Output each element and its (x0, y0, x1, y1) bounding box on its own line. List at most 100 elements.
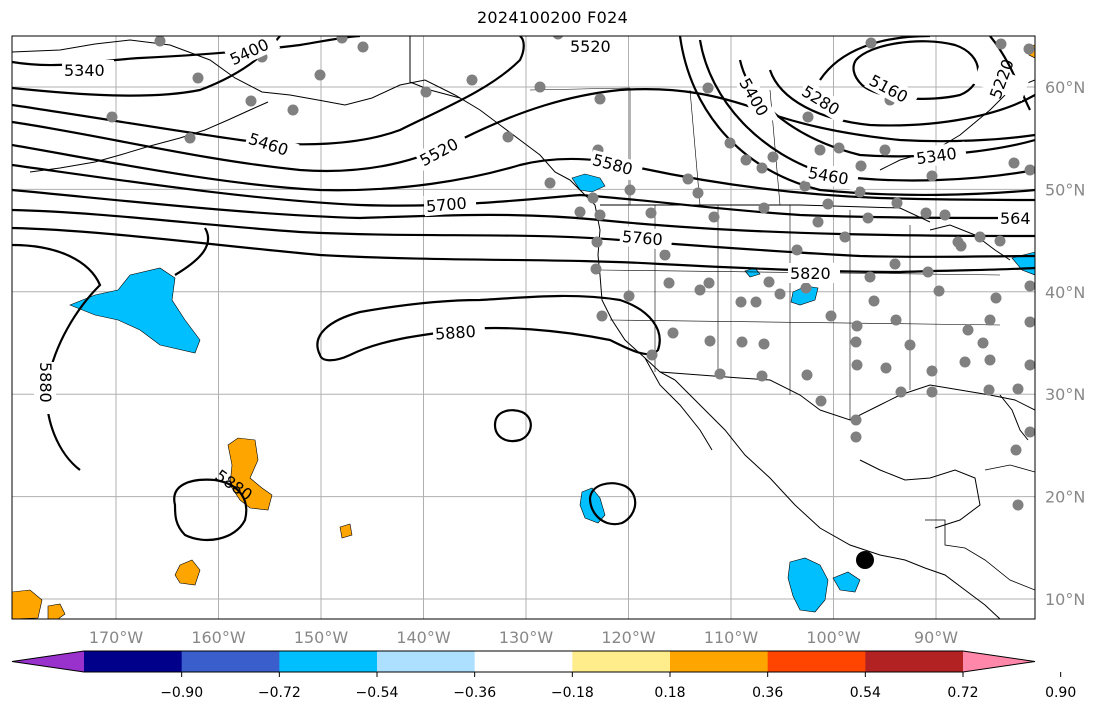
station-marker (851, 359, 863, 371)
contour-label: 564 (1000, 209, 1031, 228)
station-marker (692, 187, 704, 199)
station-marker (590, 263, 602, 275)
station-marker (646, 349, 658, 361)
shade-blue-pacific (69, 267, 201, 354)
colorbar-segment (865, 651, 964, 672)
station-marker (694, 284, 706, 296)
station-markers (106, 36, 1035, 511)
station-marker (974, 231, 986, 243)
station-marker (801, 369, 813, 381)
station-marker (645, 207, 657, 219)
station-marker (758, 338, 770, 350)
station-marker (767, 151, 779, 163)
colorbar-segment (572, 651, 671, 672)
station-marker (591, 236, 603, 248)
station-marker (850, 431, 862, 443)
station-marker (667, 327, 679, 339)
longitude-tick-label: 90°W (914, 628, 958, 647)
latitude-labels: 60°N 50°N 40°N 30°N 20°N 10°N (1045, 78, 1085, 609)
station-marker (724, 137, 736, 149)
station-marker (862, 212, 874, 224)
longitude-tick-label: 120°W (601, 628, 656, 647)
longitude-tick-label: 150°W (294, 628, 349, 647)
station-marker (703, 277, 715, 289)
longitude-tick-label: 170°W (89, 628, 144, 647)
colorbar: −0.90 −0.72 −0.54 −0.36 −0.18 0.18 0.36 0.54 0.7… (11, 650, 1076, 701)
station-marker (802, 111, 814, 123)
colorbar-tick-label: 0.18 (654, 685, 685, 701)
station-marker (1010, 444, 1022, 456)
station-marker (740, 154, 752, 166)
station-marker (544, 177, 556, 189)
contour-5280 (768, 69, 1035, 127)
station-marker (708, 211, 720, 223)
station-marker (314, 69, 326, 81)
station-marker (833, 142, 845, 154)
shade-blue-4 (832, 571, 861, 593)
contour-labels: 5340 5400 5460 5520 5520 5580 5700 5760 … (34, 36, 1035, 505)
station-marker (865, 37, 877, 49)
latitude-tick-label: 20°N (1045, 488, 1085, 507)
station-marker (1024, 164, 1035, 176)
station-marker (1023, 43, 1035, 55)
station-marker (192, 72, 204, 84)
contour-label: 5340 (64, 61, 105, 80)
state-line-7 (609, 319, 1001, 326)
station-marker (926, 365, 938, 377)
station-marker (814, 144, 826, 156)
station-marker (750, 296, 762, 308)
colorbar-segment (377, 651, 476, 672)
station-marker (1024, 280, 1035, 292)
station-marker (952, 236, 964, 248)
station-marker (933, 285, 945, 297)
station-marker (984, 354, 996, 366)
aleutian-chain (29, 101, 269, 173)
station-marker (864, 271, 876, 283)
station-marker (889, 258, 901, 270)
station-marker (587, 192, 599, 204)
station-marker (822, 198, 834, 210)
station-marker (623, 290, 635, 302)
station-marker (245, 95, 257, 107)
colorbar-segment (279, 651, 378, 672)
station-marker (983, 384, 995, 396)
contour-5880-closed-west (12, 227, 210, 471)
florida (999, 394, 1029, 441)
height-contours (12, 36, 1035, 542)
station-marker (962, 324, 974, 336)
longitude-tick-label: 140°W (396, 628, 451, 647)
contour-label: 5520 (570, 37, 611, 56)
colorbar-tick-label: 0.90 (1045, 685, 1076, 701)
contour-label: 5820 (790, 264, 831, 283)
contour-label: 5880 (36, 362, 55, 403)
station-marker (990, 292, 1002, 304)
station-marker (939, 209, 951, 221)
station-marker (890, 314, 902, 326)
longitude-tick-label: 130°W (499, 628, 554, 647)
contour-label: 5700 (425, 194, 467, 216)
station-marker (704, 335, 716, 347)
gridlines (12, 36, 1035, 619)
station-marker (922, 266, 934, 278)
colorbar-segment (84, 651, 183, 672)
shade-orange-4 (47, 603, 66, 619)
station-marker (854, 186, 866, 198)
station-marker (106, 111, 118, 123)
colorbar-outline (11, 650, 1036, 673)
station-marker (839, 231, 851, 243)
station-marker (851, 320, 863, 332)
shade-orange-3 (12, 589, 43, 619)
station-marker (594, 209, 606, 221)
station-marker (758, 202, 770, 214)
station-marker (736, 336, 748, 348)
contour-label: 5880 (434, 322, 476, 344)
map-title: 2024100200 F024 (476, 8, 629, 27)
alaska-coast (12, 39, 571, 181)
station-marker (702, 82, 714, 94)
map-frame (11, 35, 1036, 620)
colorbar-tick-label: −0.54 (356, 685, 399, 701)
station-marker (659, 249, 671, 261)
station-marker (1024, 316, 1035, 328)
station-marker (663, 277, 675, 289)
